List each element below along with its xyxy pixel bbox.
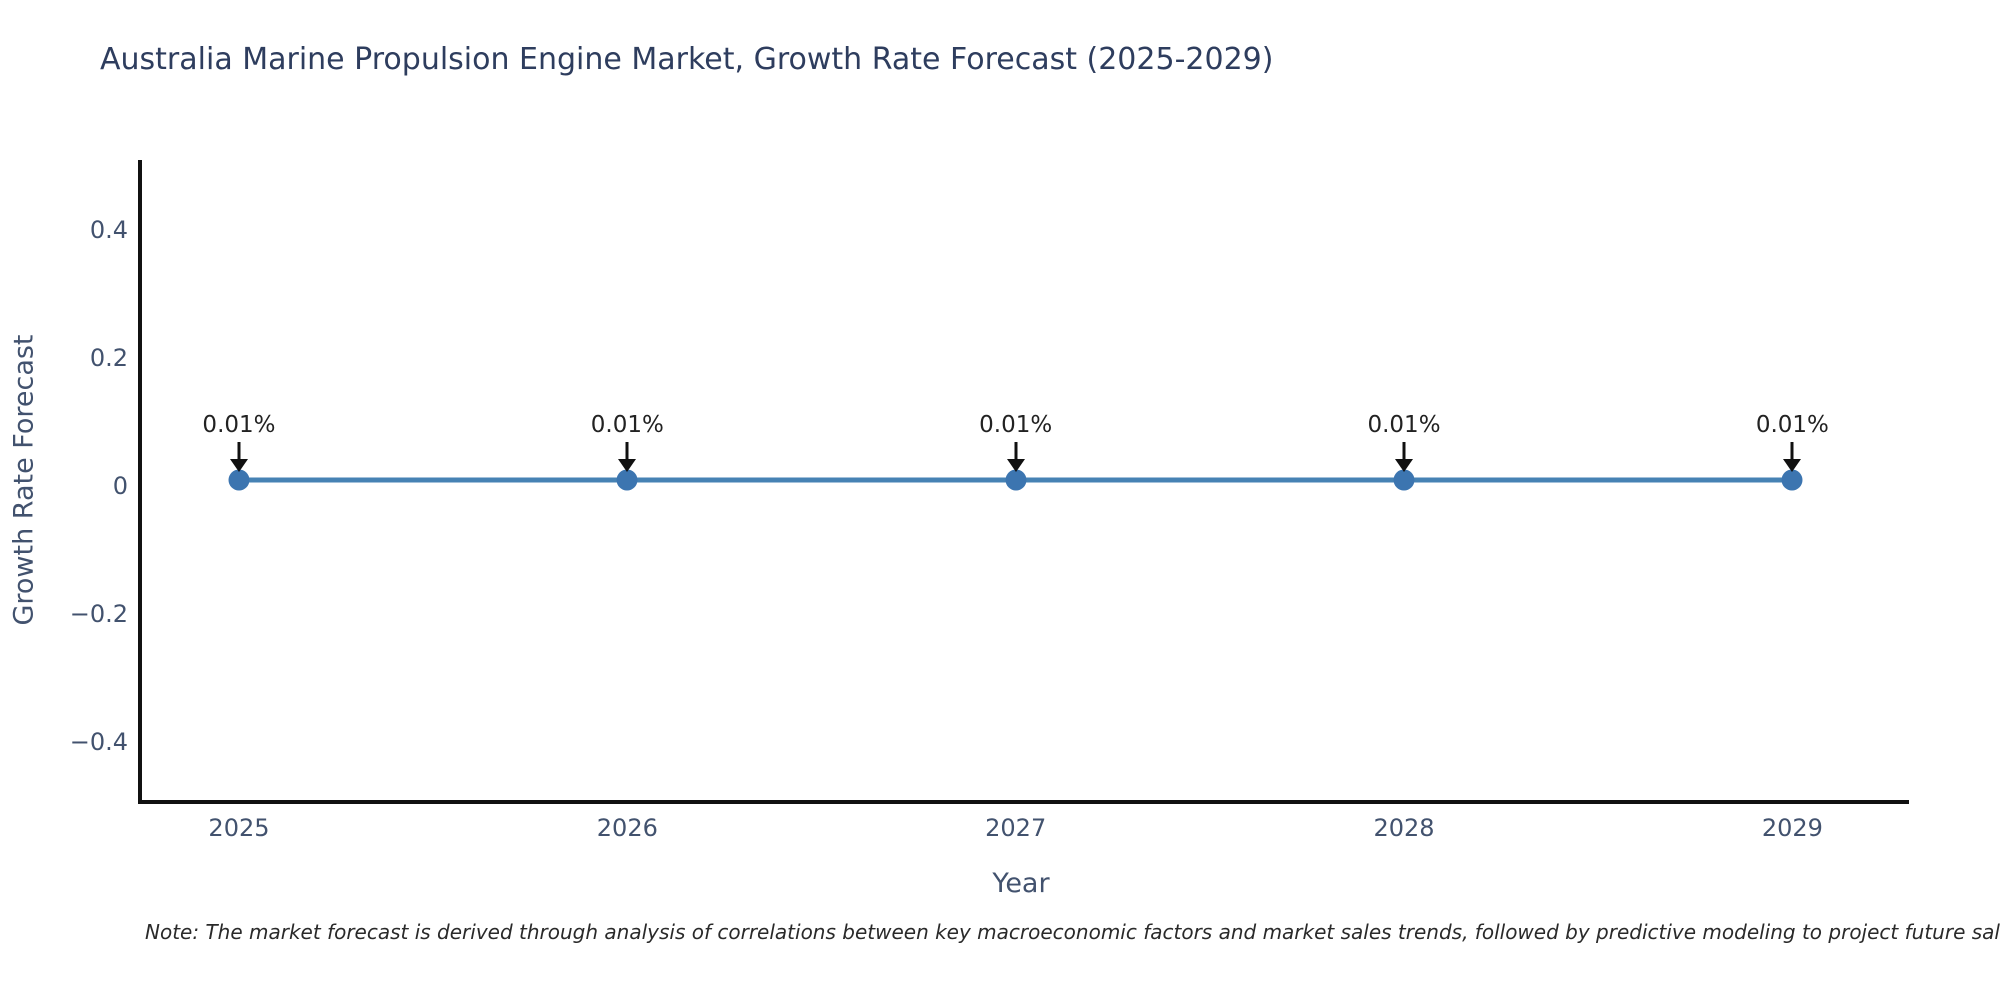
chart-title: Australia Marine Propulsion Engine Marke… (100, 42, 1274, 77)
annotation-arrow-shaft (1790, 442, 1794, 461)
annotation-arrow-head-icon (1783, 459, 1802, 472)
annotation-arrow-shaft (625, 442, 629, 461)
y-tick-label: −0.2 (69, 600, 128, 629)
x-tick-label: 2029 (1761, 814, 1823, 842)
data-point-marker (1781, 469, 1803, 491)
data-point-marker (1393, 469, 1415, 491)
data-point-marker (1005, 469, 1027, 491)
annotation-arrow-shaft (1014, 442, 1018, 461)
x-tick-label: 2027 (985, 814, 1047, 842)
point-annotation-label: 0.01% (590, 412, 664, 438)
annotation-arrow-shaft (1402, 442, 1406, 461)
point-annotation-label: 0.01% (202, 412, 276, 438)
y-tick-label: 0.4 (89, 216, 128, 245)
data-point-marker (228, 469, 250, 491)
annotation-arrow-head-icon (229, 459, 248, 472)
data-point-marker (616, 469, 638, 491)
y-tick-label: −0.4 (69, 728, 128, 757)
x-tick-label: 2028 (1373, 814, 1435, 842)
y-axis-title: Growth Rate Forecast (8, 334, 40, 626)
footnote: Note: The market forecast is derived thr… (145, 920, 2000, 944)
point-annotation-label: 0.01% (1367, 412, 1441, 438)
annotation-arrow-head-icon (618, 459, 637, 472)
y-tick-label: 0.2 (89, 344, 128, 373)
annotation-arrow-head-icon (1006, 459, 1025, 472)
x-axis-title: Year (992, 868, 1050, 899)
y-tick-label: 0 (112, 472, 128, 501)
x-tick-label: 2025 (208, 814, 270, 842)
point-annotation-label: 0.01% (1755, 412, 1829, 438)
annotation-arrow-head-icon (1395, 459, 1414, 472)
x-tick-label: 2026 (596, 814, 658, 842)
annotation-arrow-shaft (237, 442, 241, 461)
point-annotation-label: 0.01% (979, 412, 1053, 438)
